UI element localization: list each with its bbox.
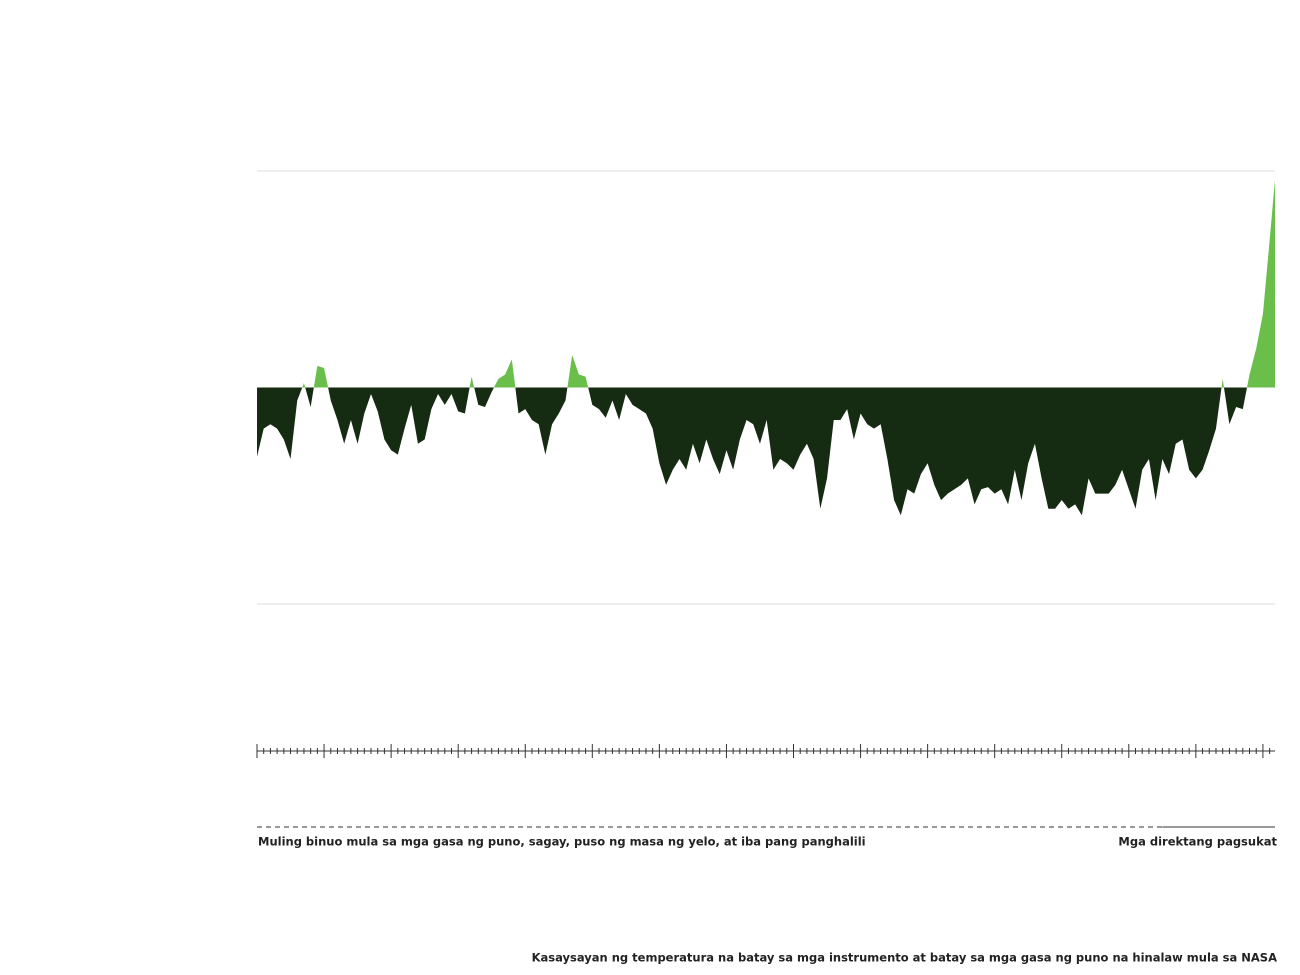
temperature-area bbox=[257, 179, 1275, 516]
caption: Kasaysayan ng temperatura na batay sa mg… bbox=[532, 951, 1277, 965]
period-label: Muling binuo mula sa mga gasa ng puno, s… bbox=[258, 835, 866, 849]
period-label: Mga direktang pagsukat bbox=[1118, 835, 1277, 849]
